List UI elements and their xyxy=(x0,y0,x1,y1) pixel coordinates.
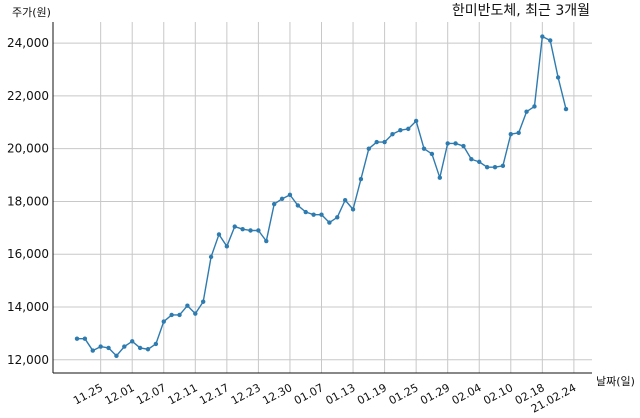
data-point xyxy=(90,348,95,353)
data-point xyxy=(492,164,498,170)
y-tick-label: 16,000 xyxy=(7,247,49,261)
data-point xyxy=(224,244,230,249)
data-point xyxy=(200,299,206,304)
data-point xyxy=(350,207,356,212)
data-point xyxy=(406,126,411,132)
data-point xyxy=(248,228,253,233)
x-axis-label: 날짜(일) xyxy=(596,374,635,388)
x-tick-label: 12.23 xyxy=(229,381,263,407)
data-point xyxy=(216,232,222,237)
data-point xyxy=(374,139,379,145)
data-point xyxy=(469,157,474,162)
data-point xyxy=(303,209,308,215)
data-point xyxy=(145,347,151,352)
data-point xyxy=(540,34,545,39)
data-point xyxy=(256,228,261,233)
y-tick-label: 14,000 xyxy=(7,300,49,314)
y-tick-label: 22,000 xyxy=(7,89,49,103)
data-point xyxy=(264,238,269,244)
y-axis-label: 주가(원) xyxy=(12,6,51,19)
data-point xyxy=(358,176,364,182)
data-point xyxy=(106,345,111,351)
x-tick-label: 01.29 xyxy=(418,381,452,407)
data-point xyxy=(429,151,435,157)
data-point xyxy=(563,106,569,112)
data-point xyxy=(185,303,190,308)
data-point xyxy=(413,118,419,124)
x-tick-label: 12.01 xyxy=(103,381,137,407)
data-point xyxy=(532,104,537,109)
y-tick-label: 18,000 xyxy=(7,194,49,208)
data-point xyxy=(445,141,450,146)
data-point xyxy=(177,312,182,318)
data-point xyxy=(453,141,458,146)
y-tick-label: 12,000 xyxy=(7,353,49,367)
data-point xyxy=(327,220,332,225)
data-point xyxy=(524,109,529,114)
data-point xyxy=(240,226,245,232)
data-point xyxy=(421,146,427,151)
data-point xyxy=(279,196,285,202)
x-tick-label: 02.04 xyxy=(450,381,484,407)
data-point xyxy=(390,131,395,137)
x-tick-label: 12.17 xyxy=(197,381,231,407)
data-point xyxy=(271,201,277,207)
data-point xyxy=(335,215,340,220)
chart-title: 한미반도체, 최근 3개월 xyxy=(452,3,590,19)
data-point xyxy=(508,131,513,137)
data-point xyxy=(74,336,80,341)
x-tick-label: 11.25 xyxy=(71,381,105,407)
data-point xyxy=(461,143,466,149)
x-tick-label: 01.13 xyxy=(324,381,358,407)
x-tick-label: 02.10 xyxy=(481,381,515,407)
data-point xyxy=(122,344,127,349)
y-tick-label: 24,000 xyxy=(7,36,49,50)
data-point xyxy=(161,319,166,324)
data-point xyxy=(555,75,561,80)
data-point xyxy=(366,146,372,151)
data-point xyxy=(548,38,553,43)
data-point xyxy=(82,336,88,341)
x-tick-label: 01.07 xyxy=(292,381,326,407)
data-point xyxy=(287,192,293,198)
data-point xyxy=(342,197,348,203)
x-tick-label: 12.30 xyxy=(260,381,294,407)
x-tick-label: 01.25 xyxy=(387,381,421,407)
data-point xyxy=(319,212,324,217)
data-point xyxy=(130,339,135,344)
axes xyxy=(52,22,592,374)
data-point xyxy=(193,311,198,316)
data-point xyxy=(516,130,521,136)
data-point xyxy=(137,345,143,351)
data-point xyxy=(484,164,490,170)
data-point xyxy=(232,224,237,229)
data-point xyxy=(295,203,301,208)
grid-lines xyxy=(53,22,592,373)
data-point xyxy=(153,341,159,347)
data-point xyxy=(169,312,174,318)
data-point xyxy=(382,139,387,145)
data-point xyxy=(477,159,482,165)
data-point xyxy=(311,212,316,217)
data-point xyxy=(437,175,443,180)
data-point xyxy=(208,254,214,260)
data-point xyxy=(98,344,103,349)
x-tick-label: 12.11 xyxy=(166,381,200,407)
x-tick-label: 12.07 xyxy=(134,381,168,407)
x-tick-label: 01.19 xyxy=(355,381,389,407)
data-point xyxy=(398,128,403,133)
data-point xyxy=(500,163,506,169)
y-tick-label: 20,000 xyxy=(7,142,49,156)
tick-labels: 12,000 14,000 16,000 18,000 20,000 22,000 24,0… xyxy=(7,36,578,416)
data-point xyxy=(114,353,119,359)
price-series xyxy=(74,34,569,359)
